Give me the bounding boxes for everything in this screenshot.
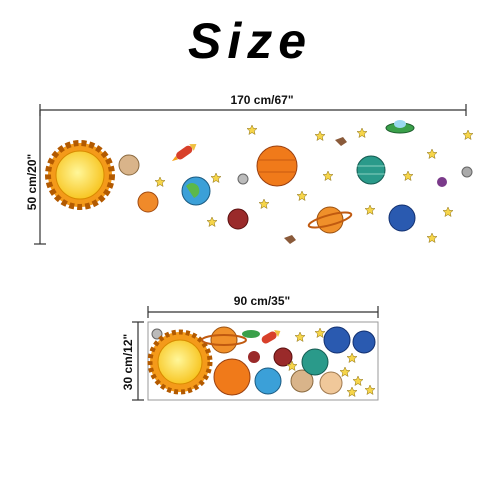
small-sheet xyxy=(147,321,379,401)
height-label: 50 cm/20" xyxy=(25,154,39,210)
small-dimensions: 90 cm/35" 30 cm/12" xyxy=(121,294,379,401)
large-stickers xyxy=(45,120,474,244)
large-dimensions: 170 cm/67" 50 cm/20" xyxy=(25,93,467,245)
title: Size xyxy=(188,13,312,69)
height-label: 30 cm/12" xyxy=(121,334,135,390)
width-label: 170 cm/67" xyxy=(230,93,293,107)
width-label: 90 cm/35" xyxy=(234,294,290,308)
